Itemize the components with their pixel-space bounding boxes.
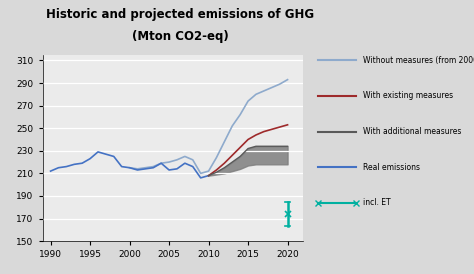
Text: Real emissions: Real emissions bbox=[363, 163, 419, 172]
Text: (Mton CO2-eq): (Mton CO2-eq) bbox=[132, 30, 228, 43]
Text: With additional measures: With additional measures bbox=[363, 127, 461, 136]
Text: Without measures (from 2000): Without measures (from 2000) bbox=[363, 56, 474, 65]
Text: incl. ET: incl. ET bbox=[363, 198, 390, 207]
Text: Historic and projected emissions of GHG: Historic and projected emissions of GHG bbox=[46, 8, 314, 21]
Text: With existing measures: With existing measures bbox=[363, 92, 453, 100]
